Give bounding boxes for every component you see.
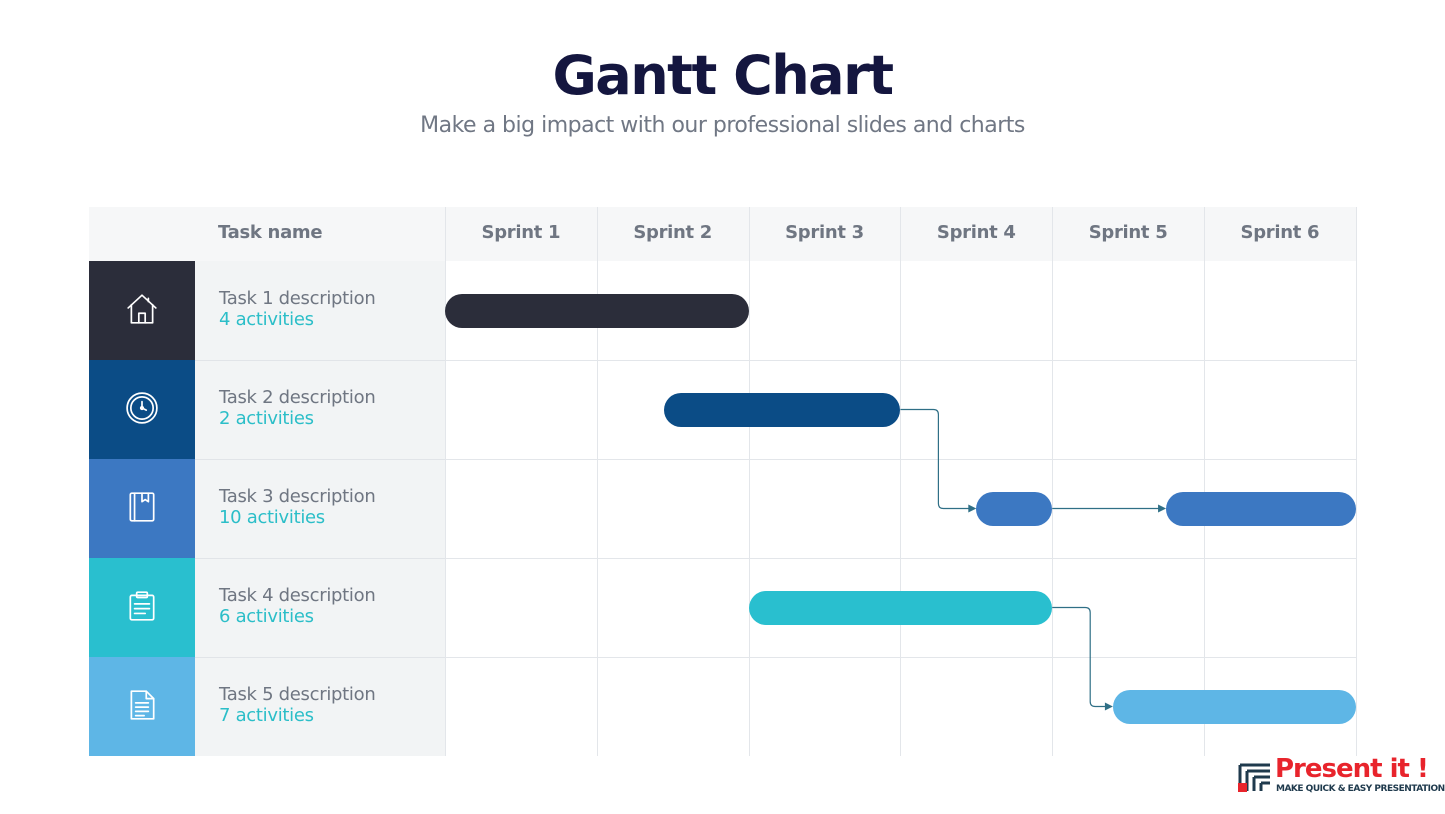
logo-mark-icon [1238, 763, 1270, 792]
grid-vline [900, 207, 901, 756]
task-divider [195, 360, 445, 361]
gantt-bar [748, 590, 1053, 625]
task-label: Task 2 description 2 activities [219, 387, 439, 429]
task-icon-cell [89, 261, 195, 360]
task-name-header: Task name [218, 222, 323, 243]
header-row [89, 207, 1356, 261]
document-icon [125, 688, 159, 726]
brand-logo: Present it ! MAKE QUICK & EASY PRESENTAT… [1238, 754, 1445, 800]
clipboard-icon [125, 589, 159, 627]
grid-vline [749, 207, 750, 756]
task-activities: 10 activities [219, 507, 325, 528]
task-label: Task 4 description 6 activities [219, 585, 439, 627]
gantt-bar [445, 293, 749, 328]
logo-name: Present it ! [1275, 754, 1429, 784]
task-name: Task 5 description [219, 684, 376, 705]
grid-hline [445, 558, 1356, 559]
page-subtitle: Make a big impact with our professional … [420, 113, 1025, 138]
task-activities: 2 activities [219, 408, 314, 429]
sprint-header: Sprint 5 [1088, 222, 1168, 243]
sprint-header: Sprint 3 [785, 222, 864, 243]
task-name: Task 2 description [219, 387, 376, 408]
sprint-header: Sprint 2 [633, 222, 713, 243]
gantt-bar [1166, 491, 1356, 526]
home-icon [125, 292, 159, 330]
task-name: Task 3 description [219, 486, 376, 507]
task-label: Task 3 description 10 activities [219, 486, 439, 528]
grid-hline [445, 360, 1356, 361]
dependency-line [1052, 606, 1106, 708]
sprint-header: Sprint 4 [936, 222, 1016, 243]
task-icon-cell [89, 360, 195, 459]
gantt-bar [976, 491, 1053, 526]
task-label: Task 5 description 7 activities [219, 684, 439, 726]
page-title: Gantt Chart [552, 44, 894, 107]
grid-hline [445, 459, 1356, 460]
task-icon-cell [89, 459, 195, 558]
book-icon [125, 490, 159, 528]
task-activities: 4 activities [219, 309, 314, 330]
grid-vline [1052, 207, 1053, 756]
grid-vline [1204, 207, 1205, 756]
task-label: Task 1 description 4 activities [219, 288, 439, 330]
clock-icon [125, 391, 159, 429]
task-name: Task 1 description [219, 288, 376, 309]
gantt-bar [663, 392, 901, 427]
gantt-bar [1112, 689, 1356, 724]
task-activities: 7 activities [219, 705, 314, 726]
task-icon-cell [89, 558, 195, 657]
gantt-chart: Task name Sprint 1 Sprint 2 Sprint 3 Sprint… [89, 207, 1357, 756]
dependency-arrowhead [1104, 702, 1113, 711]
task-column-background [195, 261, 445, 756]
dependency-line [900, 408, 970, 510]
sprint-header: Sprint 1 [481, 222, 561, 243]
dependency-links [900, 408, 1167, 711]
task-name: Task 4 description [219, 585, 376, 606]
grid-vline [1356, 207, 1357, 756]
grid-vline [445, 207, 446, 756]
task-activities: 6 activities [219, 606, 314, 627]
task-divider [195, 558, 445, 559]
task-divider [195, 459, 445, 460]
dependency-arrowhead [968, 504, 977, 513]
grid-vline [597, 207, 598, 756]
task-icon-cell [89, 657, 195, 756]
sprint-header: Sprint 6 [1240, 222, 1320, 243]
task-divider [195, 657, 445, 658]
logo-tagline: MAKE QUICK & EASY PRESENTATIONS [1276, 784, 1445, 794]
grid-hline [445, 657, 1356, 658]
dependency-arrowhead [1158, 504, 1167, 513]
